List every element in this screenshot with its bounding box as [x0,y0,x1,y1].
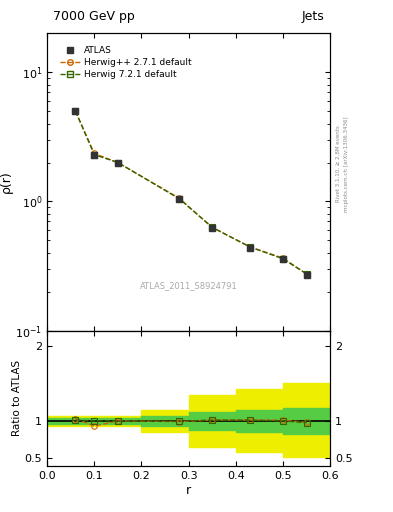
Legend: ATLAS, Herwig++ 2.7.1 default, Herwig 7.2.1 default: ATLAS, Herwig++ 2.7.1 default, Herwig 7.… [57,44,195,81]
Y-axis label: ρ(r): ρ(r) [0,170,13,194]
Text: Rivet 3.1.10, ≥ 2.8M events: Rivet 3.1.10, ≥ 2.8M events [336,125,341,202]
Text: 7000 GeV pp: 7000 GeV pp [53,10,134,23]
Text: Jets: Jets [302,10,325,23]
Y-axis label: Ratio to ATLAS: Ratio to ATLAS [12,360,22,436]
Text: ATLAS_2011_S8924791: ATLAS_2011_S8924791 [140,282,237,291]
X-axis label: r: r [186,483,191,497]
Text: mcplots.cern.ch [arXiv:1306.3436]: mcplots.cern.ch [arXiv:1306.3436] [344,116,349,211]
